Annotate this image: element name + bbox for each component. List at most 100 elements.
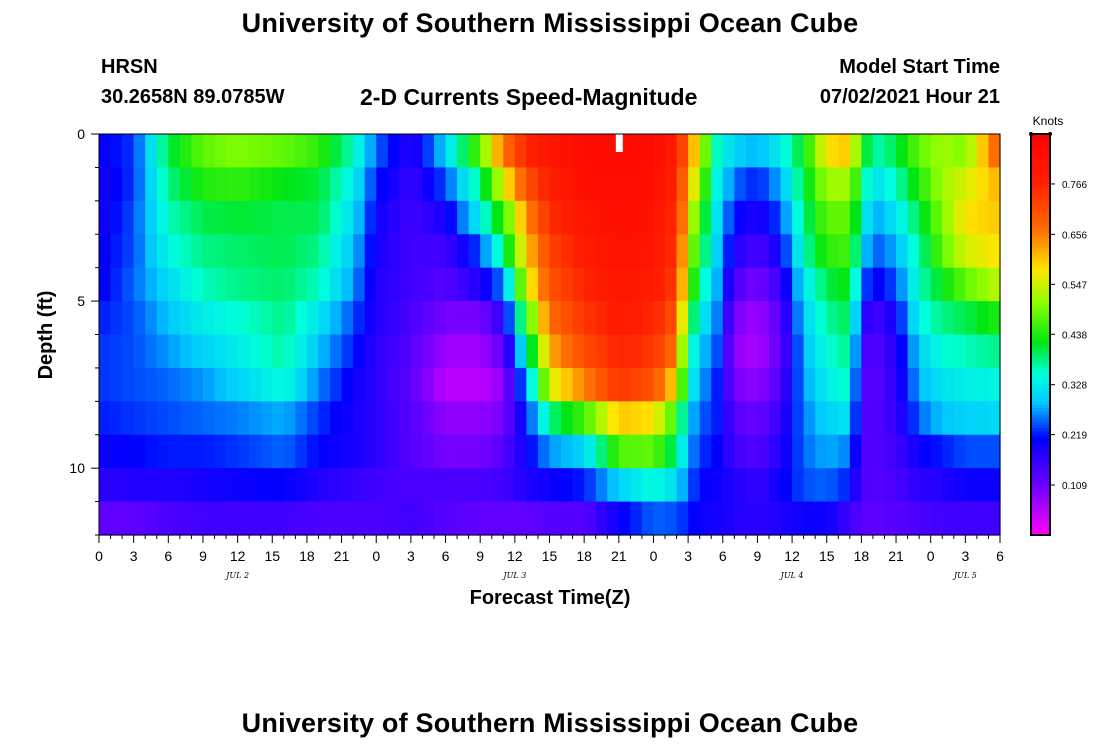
heatmap-cell xyxy=(387,434,400,469)
heatmap-cell xyxy=(584,367,597,402)
heatmap-cell xyxy=(757,367,770,402)
x-tick-label: 0 xyxy=(927,548,935,564)
heatmap-cell xyxy=(341,200,354,235)
heatmap-cell xyxy=(226,468,239,503)
heatmap-cell xyxy=(306,301,320,336)
heatmap-cell xyxy=(480,267,493,302)
heatmap-cell xyxy=(896,167,909,202)
heatmap-cell xyxy=(826,334,839,369)
heatmap-cell xyxy=(364,367,377,402)
heatmap-cell xyxy=(537,367,551,402)
heatmap-cell xyxy=(861,367,874,402)
heatmap-cell xyxy=(387,468,400,503)
heatmap-cell xyxy=(665,234,678,269)
heatmap-cell xyxy=(815,501,828,536)
heatmap-cell xyxy=(110,401,123,436)
heatmap-cell xyxy=(826,501,839,536)
heatmap-cell xyxy=(896,501,909,536)
heatmap-cell xyxy=(457,167,470,202)
heatmap-cell xyxy=(318,167,331,202)
heatmap-cell xyxy=(653,200,666,235)
heatmap-cell xyxy=(872,501,886,536)
heatmap-cell xyxy=(549,134,562,169)
heatmap-cell xyxy=(214,401,227,436)
heatmap-cell xyxy=(780,367,793,402)
heatmap-cell xyxy=(861,234,874,269)
x-axis: 0 3 6 9 12 15 18 21 0 3 6 9 12 15 18 21 0 3 6 9 12 15 18 21 0 3 6 J… xyxy=(95,534,1004,580)
colorbar-corner xyxy=(1048,132,1052,136)
heatmap-cell xyxy=(780,301,793,336)
heatmap-cell xyxy=(722,167,735,202)
heatmap-cell xyxy=(353,234,366,269)
heatmap-cell xyxy=(641,267,655,302)
heatmap-cell xyxy=(376,200,389,235)
heatmap-cell xyxy=(514,434,527,469)
heatmap-cell xyxy=(480,200,493,235)
heatmap-cell xyxy=(872,301,886,336)
heatmap-cell xyxy=(491,267,504,302)
heatmap-cell xyxy=(792,234,805,269)
heatmap-cell xyxy=(572,301,585,336)
heatmap-cell xyxy=(653,401,666,436)
heatmap-cell xyxy=(815,134,828,169)
heatmap-cell xyxy=(145,468,158,503)
x-tick-label: 9 xyxy=(476,548,484,564)
heatmap-cell xyxy=(780,434,793,469)
heatmap-cell xyxy=(433,501,447,536)
heatmap-cell xyxy=(618,367,631,402)
heatmap-cell xyxy=(641,134,655,169)
colorbar-segment xyxy=(1031,518,1050,523)
heatmap-cell xyxy=(953,167,966,202)
heatmap-cell xyxy=(930,468,943,503)
heatmap-cell xyxy=(976,200,990,235)
heatmap-cell xyxy=(133,200,146,235)
heatmap-cell xyxy=(191,200,204,235)
colorbar-segment xyxy=(1031,341,1050,346)
heatmap-cell xyxy=(249,234,262,269)
heatmap-cell xyxy=(353,200,366,235)
heatmap-cell xyxy=(179,301,193,336)
x-tick-label: 3 xyxy=(961,548,969,564)
heatmap-cell xyxy=(988,134,1001,169)
heatmap-cell xyxy=(976,134,990,169)
heatmap-cell xyxy=(861,468,874,503)
heatmap-cell xyxy=(572,434,585,469)
heatmap-cell xyxy=(688,167,701,202)
heatmap-cell xyxy=(387,200,400,235)
colorbar-segment xyxy=(1031,441,1050,446)
colorbar-segment xyxy=(1031,327,1050,332)
heatmap-cell xyxy=(653,167,666,202)
heatmap-cell xyxy=(503,134,516,169)
heatmap-cell xyxy=(491,367,504,402)
heatmap-cell xyxy=(630,401,643,436)
x-tick-label: 12 xyxy=(507,548,523,564)
colorbar-segment xyxy=(1031,344,1050,349)
colorbar-segment xyxy=(1031,508,1050,513)
heatmap-cell xyxy=(445,234,458,269)
heatmap-cell xyxy=(353,501,366,536)
heatmap-cell xyxy=(584,134,597,169)
heatmap-cell xyxy=(341,267,354,302)
heatmap-cell xyxy=(561,134,574,169)
heatmap-cell xyxy=(306,367,320,402)
heatmap-cell xyxy=(110,134,123,169)
heatmap-cell xyxy=(618,167,631,202)
heatmap-cell xyxy=(711,301,724,336)
heatmap-cell xyxy=(641,501,655,536)
heatmap-cell xyxy=(353,301,366,336)
colorbar-segment xyxy=(1031,254,1050,259)
heatmap-cell xyxy=(595,367,608,402)
x-tick-label: 6 xyxy=(996,548,1004,564)
heatmap-cell xyxy=(341,367,354,402)
heatmap-cell xyxy=(260,267,273,302)
heatmap-cell xyxy=(653,468,666,503)
heatmap-cell xyxy=(826,234,839,269)
heatmap-cell xyxy=(792,468,805,503)
heatmap-cell xyxy=(872,167,886,202)
heatmap-cell xyxy=(711,167,724,202)
heatmap-cell xyxy=(919,334,932,369)
heatmap-cell xyxy=(260,401,273,436)
heatmap-cell xyxy=(942,401,955,436)
heatmap-cell xyxy=(942,200,955,235)
heatmap-cell xyxy=(653,434,666,469)
